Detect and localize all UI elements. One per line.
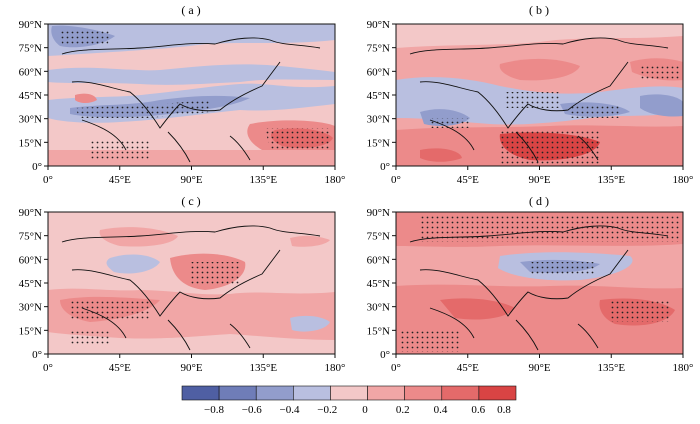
panel-c: ( c ) (47, 194, 336, 355)
lat-tick-label: 0° (32, 349, 42, 361)
lat-tick-label: 75°N (19, 231, 42, 243)
lon-tick-label: 135°E (597, 362, 625, 374)
panel-b: ( b ) (395, 3, 684, 167)
lat-tick-label: 90°N (367, 19, 390, 31)
colorbar-swatch (441, 385, 480, 401)
lat-tick-label: 90°N (367, 207, 390, 219)
panel-b-field (396, 24, 683, 166)
colorbar-swatch (255, 385, 294, 401)
lat-tick-label: 90°N (19, 19, 42, 31)
colorbar-tick-label: 0.6 (471, 404, 485, 416)
lat-tick-label: 15°N (367, 137, 390, 149)
colorbar-swatch (293, 385, 331, 401)
lat-tick-label: 45°N (367, 90, 390, 102)
colorbar-swatch (181, 385, 220, 401)
colorbar-tick-label: −0.4 (280, 404, 300, 416)
colorbar-tick-label: −0.6 (242, 404, 262, 416)
lon-tick-label: 90°E (528, 174, 550, 186)
lon-tick-label: 90°E (528, 362, 550, 374)
lon-tick-label: 180° (325, 362, 346, 374)
lat-tick-label: 45°N (19, 90, 42, 102)
colorbar-tick-label: 0.8 (497, 404, 511, 416)
lon-tick-label: 0° (43, 174, 53, 186)
lon-tick-label: 180° (673, 174, 694, 186)
lon-tick-label: 180° (673, 362, 694, 374)
lon-tick-label: 135°E (597, 174, 625, 186)
lat-tick-label: 15°N (19, 325, 42, 337)
lon-tick-label: 45°E (457, 362, 479, 374)
lon-tick-label: 0° (391, 362, 401, 374)
lat-tick-label: 75°N (367, 231, 390, 243)
lat-tick-label: 60°N (19, 254, 42, 266)
lat-tick-label: 0° (32, 161, 42, 173)
lon-tick-label: 90°E (180, 362, 202, 374)
colorbar-tick-label: −0.2 (317, 404, 337, 416)
lat-tick-label: 0° (380, 161, 390, 173)
lon-tick-label: 0° (43, 362, 53, 374)
colorbar-swatch (330, 385, 368, 401)
panel-a-label: ( a ) (181, 3, 200, 17)
lat-tick-label: 60°N (367, 66, 390, 78)
lon-tick-label: 180° (325, 174, 346, 186)
panel-d-field (396, 212, 683, 354)
lat-tick-label: 60°N (367, 254, 390, 266)
lon-tick-label: 135°E (249, 174, 277, 186)
lat-tick-label: 30°N (19, 302, 42, 314)
panel-d: ( d ) (395, 194, 684, 355)
colorbar-tick-label: −0.8 (204, 404, 224, 416)
colorbar-swatch (404, 385, 443, 401)
colorbar-swatch (367, 385, 405, 401)
colorbar-swatch (218, 385, 257, 401)
lon-tick-label: 90°E (180, 174, 202, 186)
axes: 90°N75°N60°N45°N30°N15°N0°0° 45°E 90°E 135°… (19, 19, 694, 374)
panel-d-label: ( d ) (529, 194, 549, 208)
lon-tick-label: 0° (391, 174, 401, 186)
lon-tick-label: 45°E (109, 174, 131, 186)
lat-tick-label: 90°N (19, 207, 42, 219)
lon-tick-label: 45°E (457, 174, 479, 186)
panel-b-label: ( b ) (529, 3, 549, 17)
colorbar: −0.8 −0.6 −0.4 −0.2 0 0.2 0.4 0.6 0.8 (181, 385, 517, 416)
lat-tick-label: 45°N (19, 278, 42, 290)
panel-c-field (48, 212, 335, 354)
lat-tick-label: 0° (380, 349, 390, 361)
lat-tick-label: 15°N (367, 325, 390, 337)
lat-tick-label: 30°N (367, 302, 390, 314)
panel-a: ( a ) (47, 3, 336, 167)
colorbar-tick-label: 0.4 (434, 404, 448, 416)
lat-tick-label: 75°N (19, 43, 42, 55)
colorbar-swatch (478, 385, 517, 401)
lat-tick-label: 15°N (19, 137, 42, 149)
lat-tick-label: 30°N (19, 114, 42, 126)
lat-tick-label: 60°N (19, 66, 42, 78)
lat-tick-label: 45°N (367, 278, 390, 290)
colorbar-tick-label: 0 (362, 404, 368, 416)
lon-tick-label: 135°E (249, 362, 277, 374)
lat-tick-label: 75°N (367, 43, 390, 55)
panel-a-field (48, 24, 335, 166)
lon-tick-label: 45°E (109, 362, 131, 374)
lat-tick-label: 30°N (367, 114, 390, 126)
panel-c-label: ( c ) (181, 194, 200, 208)
colorbar-tick-label: 0.2 (396, 404, 410, 416)
